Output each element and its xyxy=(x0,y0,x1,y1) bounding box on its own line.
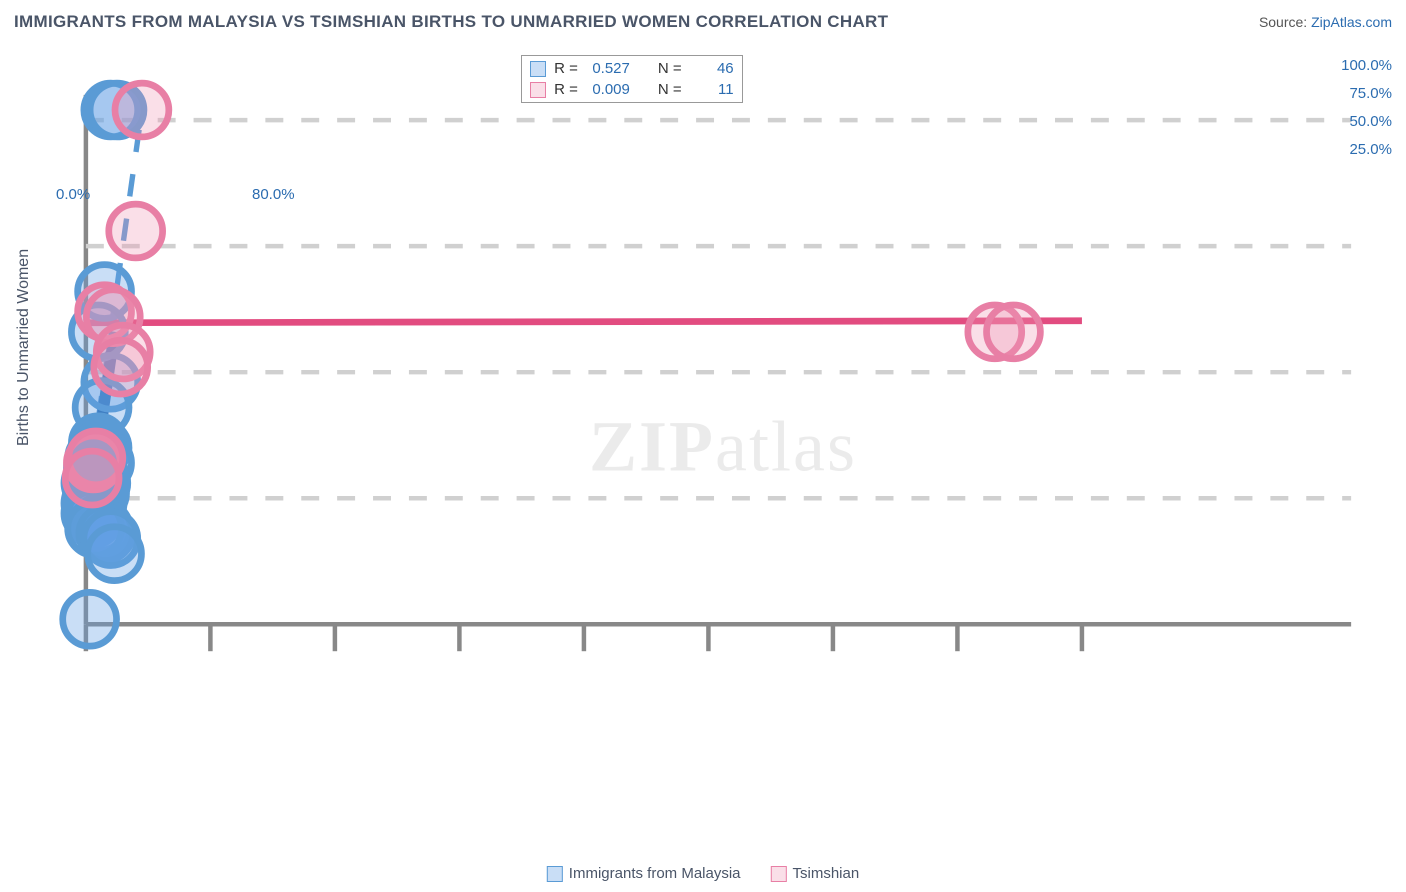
series-swatch xyxy=(530,82,546,98)
stats-row: R =0.009N =11 xyxy=(526,79,738,100)
y-axis-label: Births to Unmarried Women xyxy=(15,249,33,446)
chart-area: ZIPatlas 25.0%50.0%75.0%100.0% 0.0%80.0%… xyxy=(50,50,1396,844)
y-tick-label: 25.0% xyxy=(1349,141,1392,158)
x-tick-label: 80.0% xyxy=(252,186,295,203)
source-attribution: Source: ZipAtlas.com xyxy=(1259,14,1392,30)
source-link[interactable]: ZipAtlas.com xyxy=(1311,14,1392,30)
stats-row: R =0.527N =46 xyxy=(526,58,738,79)
legend-swatch xyxy=(547,866,563,882)
chart-title: IMMIGRANTS FROM MALAYSIA VS TSIMSHIAN BI… xyxy=(14,12,888,32)
legend-label: Tsimshian xyxy=(793,865,860,882)
y-tick-label: 75.0% xyxy=(1349,85,1392,102)
legend-swatch xyxy=(771,866,787,882)
scatter-plot xyxy=(50,50,1396,723)
y-tick-label: 100.0% xyxy=(1341,57,1392,74)
y-tick-label: 50.0% xyxy=(1349,113,1392,130)
series-swatch xyxy=(530,61,546,77)
legend: Immigrants from Malaysia Tsimshian xyxy=(547,865,859,882)
x-tick-label: 0.0% xyxy=(56,186,90,203)
legend-item[interactable]: Tsimshian xyxy=(771,865,860,882)
legend-item[interactable]: Immigrants from Malaysia xyxy=(547,865,741,882)
source-label: Source: xyxy=(1259,14,1307,30)
legend-label: Immigrants from Malaysia xyxy=(569,865,741,882)
correlation-stats-box: R =0.527N =46R =0.009N =11 xyxy=(521,55,743,103)
